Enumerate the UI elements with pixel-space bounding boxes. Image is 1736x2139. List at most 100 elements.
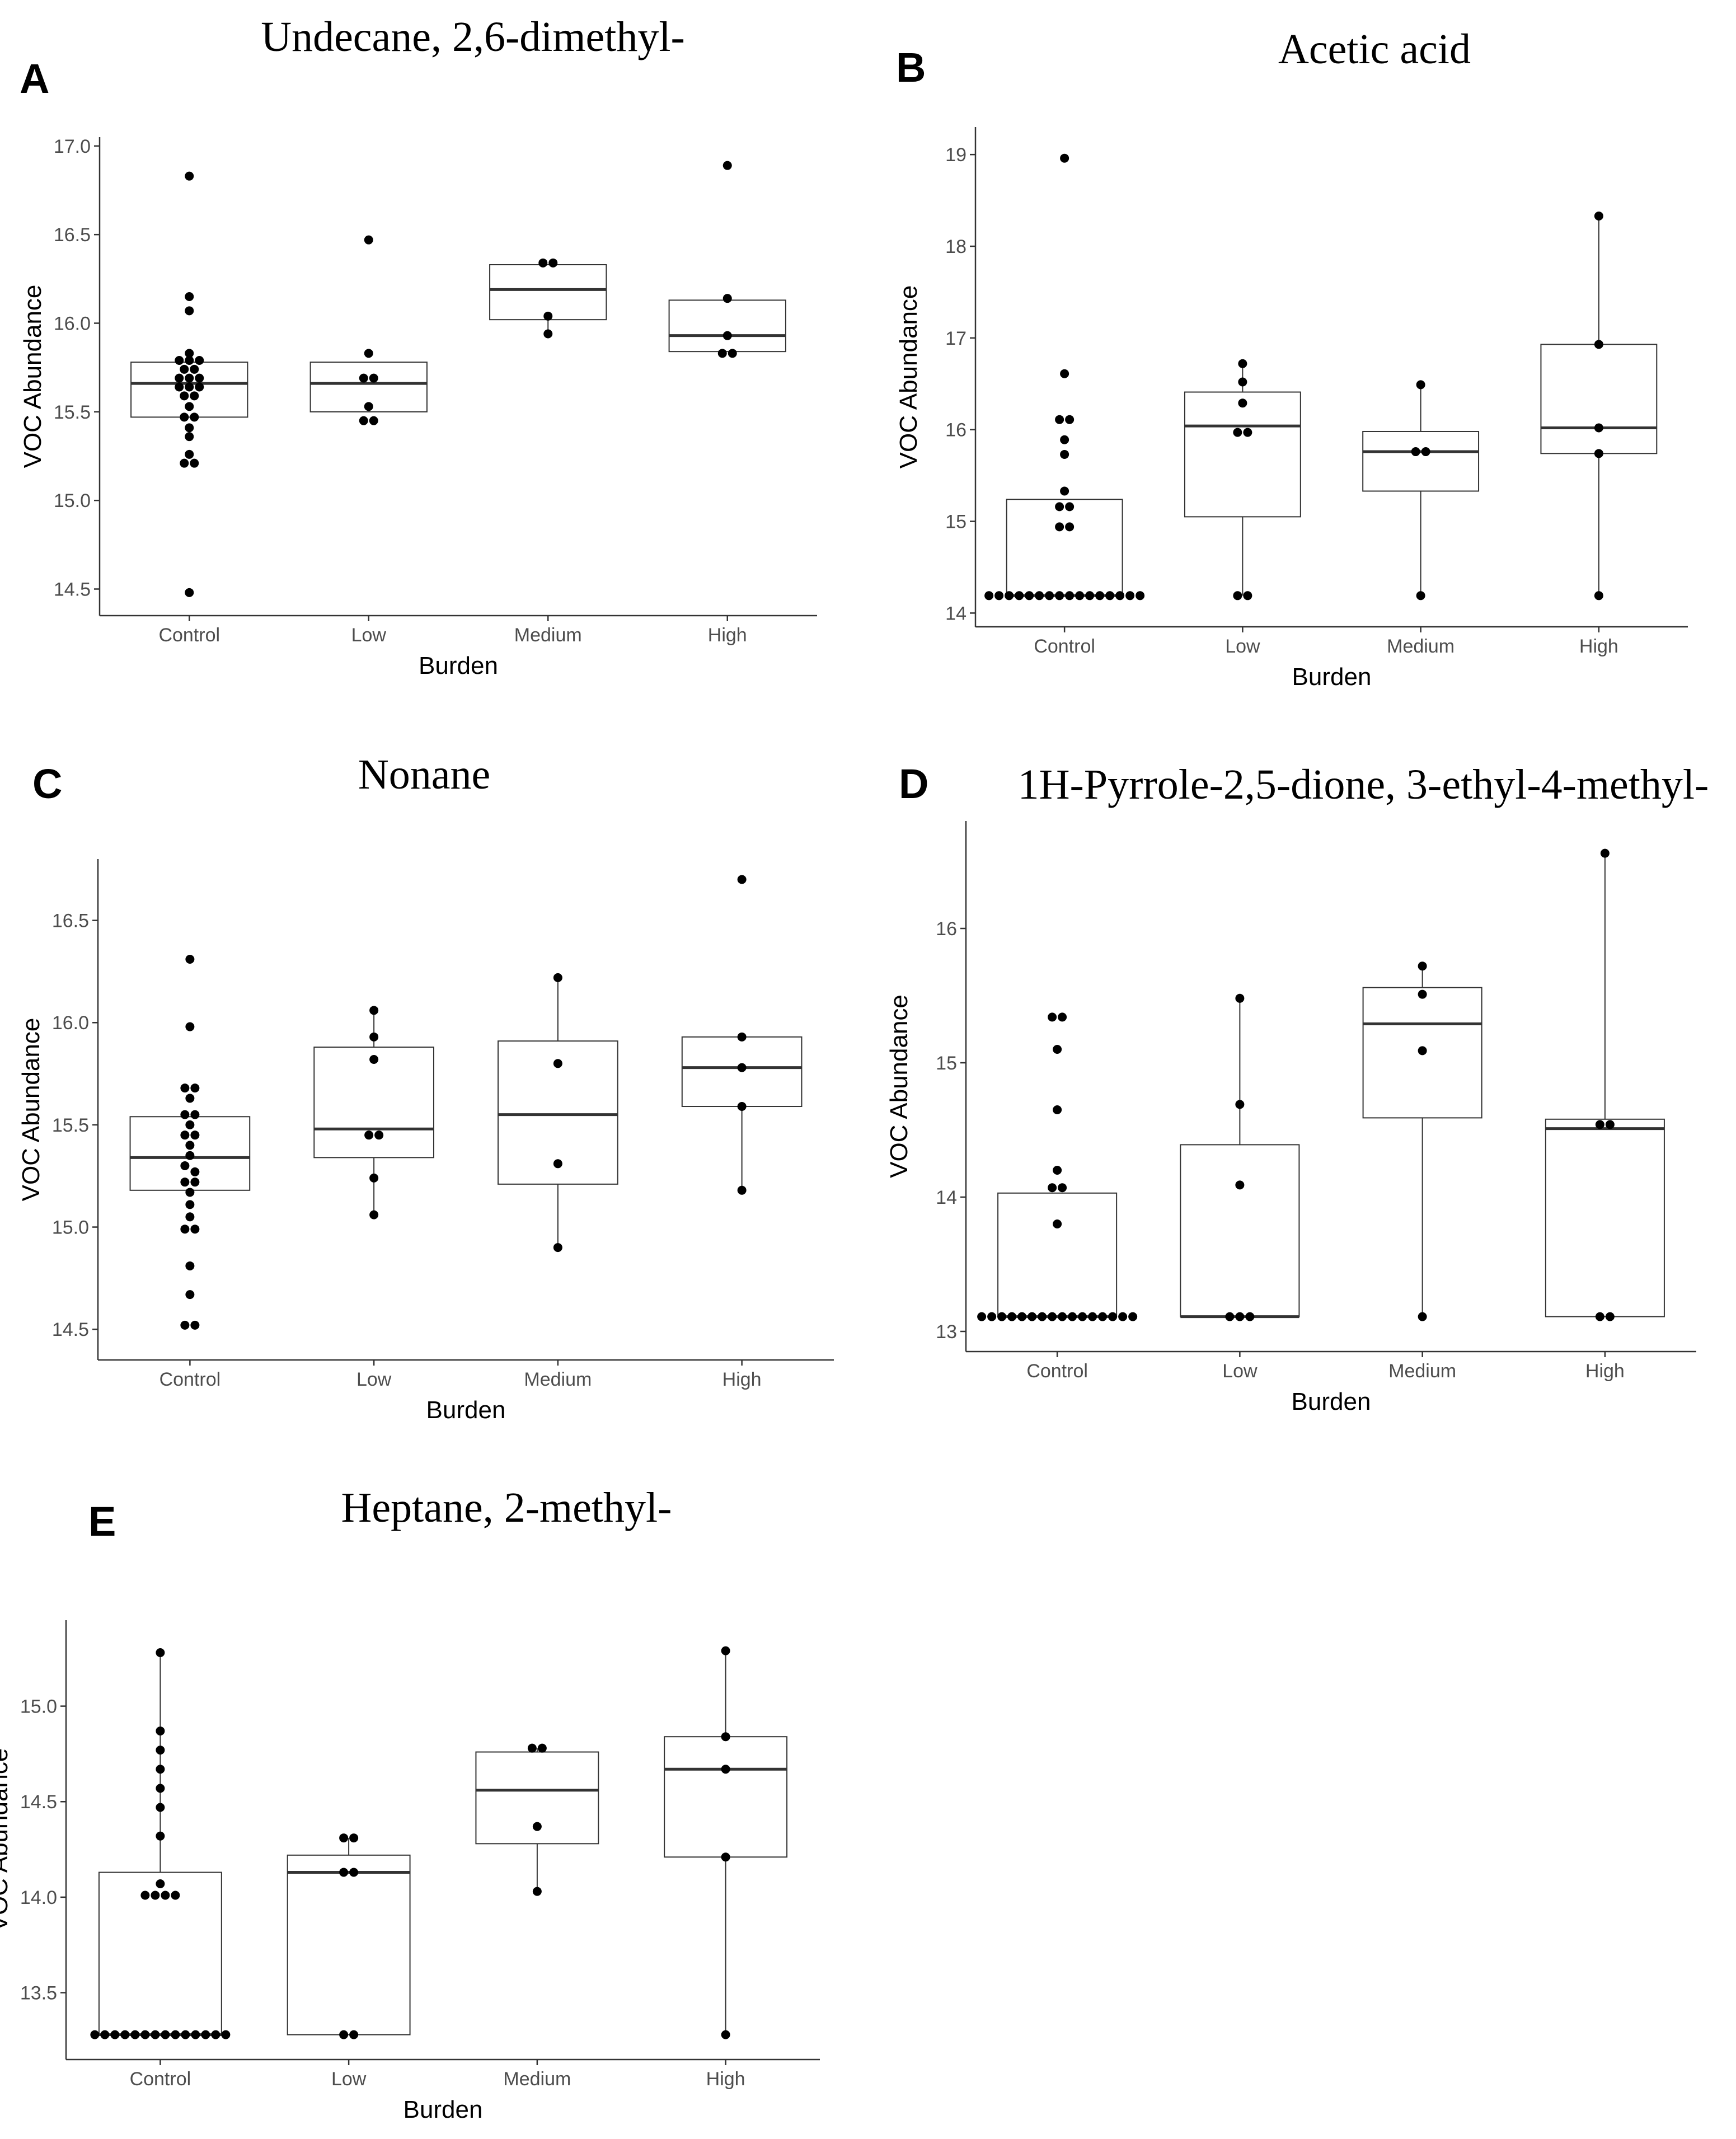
panel-a: A Undecane, 2,6-dimethyl- 14.5 15.0 15.5 16… [0, 0, 868, 694]
box-iqr [98, 1871, 222, 2035]
data-point [721, 1765, 730, 1774]
x-tick-label: Low [1225, 636, 1260, 657]
box-iqr [1180, 1144, 1300, 1317]
data-point [369, 416, 378, 425]
data-point [369, 373, 378, 383]
data-point [185, 349, 194, 358]
data-point [1068, 1312, 1077, 1321]
data-point [369, 1173, 379, 1183]
box-iqr [1362, 987, 1482, 1119]
data-point [1595, 1120, 1604, 1129]
data-point [1595, 1312, 1604, 1321]
x-tick-label: Control [159, 1369, 221, 1390]
x-tick-label: Medium [1387, 636, 1455, 657]
panel-c: C Nonane 14.5 15.0 15.5 16.0 16.5 Control Low M… [0, 722, 868, 1450]
y-tick-label: 15.0 [54, 490, 91, 512]
data-point [1594, 591, 1603, 601]
y-tick-label: 16.0 [52, 1012, 89, 1034]
data-point [722, 161, 732, 170]
x-tick-label: Medium [514, 625, 582, 646]
panel-letter-e: E [88, 1498, 116, 1545]
y-tick-label: 14 [945, 603, 966, 624]
data-point [185, 1094, 195, 1103]
data-point [1418, 989, 1427, 999]
data-point [180, 1320, 190, 1330]
data-point [180, 391, 189, 401]
x-tick-label: Control [130, 2068, 191, 2090]
box-iqr [664, 1736, 788, 1858]
y-tick-label: 15.5 [52, 1115, 89, 1136]
data-point [349, 1833, 359, 1843]
data-point [1060, 486, 1069, 496]
data-point [156, 1784, 165, 1793]
data-point [185, 356, 194, 365]
data-point [100, 2030, 110, 2039]
box-iqr [1540, 344, 1658, 454]
data-point [190, 1083, 200, 1093]
data-point [553, 1159, 562, 1169]
data-point [156, 1648, 165, 1658]
y-tick-label: 13 [936, 1321, 957, 1343]
data-point [201, 2030, 210, 2039]
data-point [1060, 435, 1069, 444]
data-point [1075, 591, 1085, 601]
data-point [1233, 428, 1242, 437]
data-point [181, 2030, 190, 2039]
y-tick-label: 19 [945, 144, 966, 166]
data-point [140, 1891, 150, 1900]
data-point [1088, 1312, 1097, 1321]
chart-title-b: Acetic acid [1278, 26, 1471, 73]
y-tick-label: 13.5 [20, 1983, 57, 2004]
data-point [1055, 502, 1064, 512]
x-axis-title: Burden [419, 652, 498, 679]
data-point [349, 2030, 359, 2039]
data-point [737, 1102, 747, 1111]
x-tick-label: Medium [503, 2068, 571, 2090]
data-point [1238, 377, 1247, 387]
y-tick-label: 16.5 [52, 911, 89, 932]
data-point [721, 1852, 730, 1862]
data-point [190, 1131, 200, 1140]
y-tick-label: 16 [945, 420, 966, 441]
data-point [543, 329, 553, 339]
panel-b: B Acetic acid 14 15 16 17 18 19 Control Low Medi… [868, 0, 1736, 694]
data-point [1098, 1312, 1108, 1321]
data-point [1605, 1120, 1615, 1129]
chart-b: 14 15 16 17 18 19 Control Low Medium High Burden VO… [895, 127, 1688, 691]
data-point [185, 306, 194, 316]
chart-c: 14.5 15.0 15.5 16.0 16.5 Control Low Medium High… [17, 859, 834, 1424]
y-tick-label: 16.0 [54, 313, 91, 335]
box-iqr [498, 1040, 618, 1185]
data-point [1418, 1046, 1427, 1056]
data-point [175, 356, 184, 365]
data-point [1060, 153, 1069, 163]
data-point [987, 1312, 997, 1321]
data-point [553, 1059, 562, 1068]
data-point [185, 1212, 195, 1222]
data-point [543, 311, 553, 321]
data-point [156, 1879, 165, 1888]
data-point [185, 1261, 195, 1270]
chart-title-d: 1H-Pyrrole-2,5-dione, 3-ethyl-4-methyl- [1017, 761, 1709, 808]
data-point [374, 1131, 384, 1140]
data-point [120, 2030, 130, 2039]
data-point [1245, 1312, 1255, 1321]
data-point [1005, 591, 1014, 601]
data-point [180, 412, 189, 422]
data-point [1035, 591, 1044, 601]
data-point [532, 1887, 542, 1896]
data-point [180, 1225, 190, 1234]
y-tick-label: 14.5 [20, 1791, 57, 1813]
x-tick-label: Control [1026, 1361, 1088, 1382]
data-point [364, 1131, 374, 1140]
x-tick-label: Low [331, 2068, 367, 2090]
data-point [1058, 1012, 1067, 1022]
data-point [156, 1726, 165, 1735]
data-point [180, 1131, 190, 1140]
data-point [339, 1833, 349, 1843]
data-point [977, 1312, 987, 1321]
x-tick-label: Low [356, 1369, 392, 1390]
x-tick-label: Control [158, 625, 220, 646]
data-point [156, 1746, 165, 1755]
data-point [339, 1868, 349, 1877]
